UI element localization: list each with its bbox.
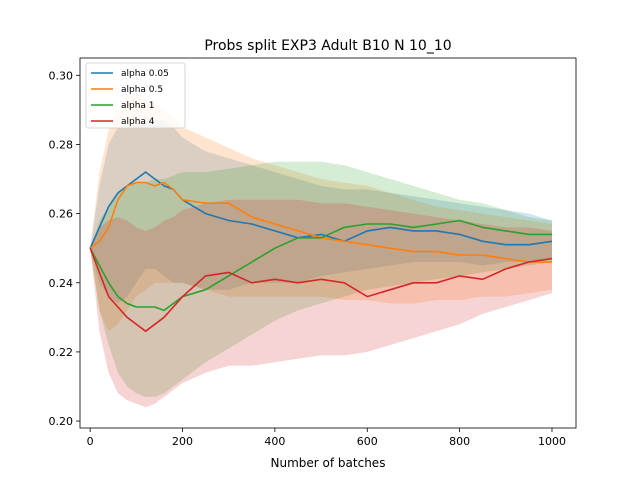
y-axis: 0.20 0.22 0.24 0.26 0.28 0.30 bbox=[49, 69, 80, 428]
legend-label-alpha-1: alpha 1 bbox=[121, 101, 155, 111]
y-tick-label: 0.24 bbox=[49, 277, 74, 290]
y-tick-label: 0.28 bbox=[49, 138, 74, 151]
line-alpha-1 bbox=[89, 219, 552, 312]
x-tick-label: 1000 bbox=[538, 435, 566, 448]
x-tick-label: 600 bbox=[357, 435, 378, 448]
y-tick-label: 0.20 bbox=[49, 415, 74, 428]
series-lines bbox=[89, 171, 553, 333]
legend-label-alpha-0-05: alpha 0.05 bbox=[121, 69, 169, 79]
x-tick-label: 800 bbox=[449, 435, 470, 448]
x-axis-label: Number of batches bbox=[271, 456, 386, 470]
legend: alpha 0.05 alpha 0.5 alpha 1 alpha 4 bbox=[85, 62, 186, 129]
x-tick-label: 400 bbox=[264, 435, 285, 448]
legend-label-alpha-4: alpha 4 bbox=[121, 117, 155, 127]
band-alpha-0-5 bbox=[90, 96, 552, 332]
line-alpha-0-05 bbox=[89, 171, 553, 249]
x-axis: 0 200 400 600 800 1000 bbox=[87, 428, 566, 448]
y-tick-label: 0.30 bbox=[49, 69, 74, 82]
y-tick-label: 0.26 bbox=[49, 208, 74, 221]
chart-title: Probs split EXP3 Adult B10 N 10_10 bbox=[204, 38, 451, 54]
x-tick-label: 200 bbox=[172, 435, 193, 448]
plot-frame bbox=[79, 57, 577, 429]
y-tick-label: 0.22 bbox=[49, 346, 74, 359]
band-alpha-0-05 bbox=[90, 120, 552, 304]
x-tick-label: 0 bbox=[87, 435, 94, 448]
line-alpha-0-5 bbox=[89, 181, 552, 263]
legend-box bbox=[85, 62, 186, 129]
line-alpha-4 bbox=[89, 247, 553, 333]
legend-label-alpha-0-5: alpha 0.5 bbox=[121, 85, 163, 95]
